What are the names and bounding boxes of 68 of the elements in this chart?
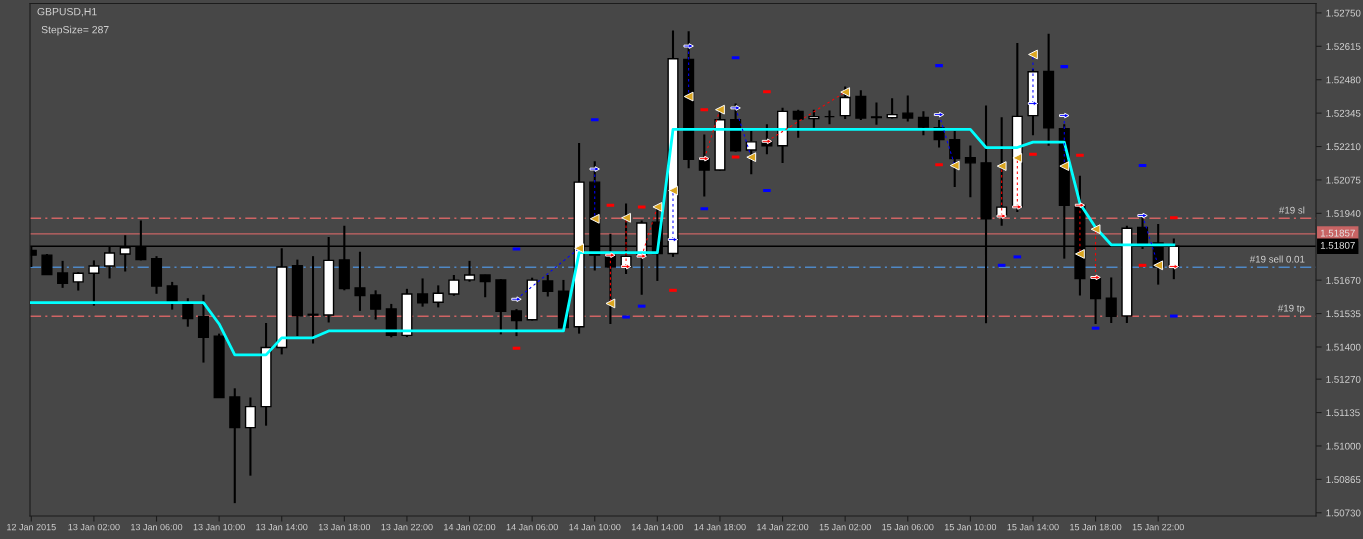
y-tick-label: 1.52075 <box>1326 176 1361 184</box>
x-tick-label: 15 Jan 22:00 <box>1132 523 1184 531</box>
x-tick-label: 14 Jan 18:00 <box>694 523 746 531</box>
candlestick <box>88 259 100 307</box>
ref-line-label: 1.51807 <box>1320 241 1355 249</box>
candlestick <box>197 293 210 364</box>
x-tick-label: 14 Jan 10:00 <box>569 523 621 531</box>
y-tick-label: 1.50865 <box>1326 476 1361 483</box>
candlestick <box>57 259 69 289</box>
ref-line-label: #19 sell 0.01 <box>1249 255 1305 263</box>
x-tick-label: 13 Jan 22:00 <box>381 523 433 531</box>
y-tick-label: 1.52615 <box>1326 43 1361 50</box>
ref-line-label: 1.51857 <box>1320 229 1355 237</box>
x-tick-label: 15 Jan 18:00 <box>1070 523 1122 531</box>
y-tick-label: 1.51670 <box>1326 276 1361 284</box>
ref-line-label: #19 sl <box>1278 206 1305 214</box>
candlestick <box>432 284 444 309</box>
candlestick <box>463 259 476 283</box>
candlestick <box>792 108 804 139</box>
chart-title: GBPUSD,H1 <box>37 7 97 17</box>
candlestick <box>307 255 319 345</box>
candlestick <box>182 297 194 328</box>
y-tick-label: 1.51000 <box>1326 442 1361 450</box>
candlestick <box>448 273 460 297</box>
x-tick-label: 13 Jan 14:00 <box>256 523 308 531</box>
x-tick-label: 13 Jan 18:00 <box>318 523 371 531</box>
y-tick-label: 1.51940 <box>1326 210 1361 217</box>
x-tick-label: 13 Jan 06:00 <box>131 523 183 531</box>
y-tick-label: 1.51135 <box>1326 409 1360 417</box>
candlestick <box>417 277 429 308</box>
x-tick-label: 12 Jan 2015 <box>7 523 56 531</box>
candlestick <box>917 110 929 137</box>
y-tick-label: 1.52345 <box>1326 109 1361 117</box>
ref-line-label: #19 tp <box>1277 304 1305 314</box>
y-tick-label: 1.51400 <box>1326 343 1361 351</box>
y-tick-label: 1.50730 <box>1326 509 1361 517</box>
candlestick <box>855 89 867 122</box>
x-tick-label: 14 Jan 02:00 <box>444 523 496 531</box>
candlestick <box>370 289 382 321</box>
x-tick-label: 13 Jan 02:00 <box>68 523 120 531</box>
x-tick-label: 14 Jan 14:00 <box>631 523 684 531</box>
candlestick <box>479 273 491 299</box>
candlestick <box>166 280 178 311</box>
candlestick <box>354 250 366 312</box>
candlestick <box>886 97 898 120</box>
x-tick-label: 14 Jan 22:00 <box>757 523 809 531</box>
candlestick <box>808 108 820 129</box>
candlestick <box>244 396 256 477</box>
x-tick-label: 15 Jan 10:00 <box>944 523 997 531</box>
y-tick-label: 1.52750 <box>1326 9 1361 17</box>
candlestick <box>510 308 523 338</box>
x-tick-label: 15 Jan 14:00 <box>1007 523 1059 531</box>
x-tick-label: 14 Jan 06:00 <box>506 523 558 531</box>
x-tick-label: 15 Jan 02:00 <box>819 523 871 531</box>
candlestick <box>870 101 883 126</box>
candlestick <box>542 273 554 298</box>
x-tick-label: 13 Jan 10:00 <box>193 523 245 531</box>
x-tick-label: 15 Jan 06:00 <box>882 523 934 531</box>
y-tick-label: 1.51535 <box>1326 310 1361 318</box>
y-tick-label: 1.51270 <box>1326 375 1361 383</box>
candlestick <box>902 94 914 123</box>
y-tick-label: 1.52480 <box>1326 76 1361 84</box>
candlestick <box>1105 276 1117 325</box>
y-tick-label: 1.52210 <box>1326 143 1361 151</box>
candlestick <box>72 270 84 292</box>
candlestick <box>823 109 836 126</box>
text: StepSize= 287 <box>41 25 109 36</box>
candlestick <box>964 144 976 199</box>
